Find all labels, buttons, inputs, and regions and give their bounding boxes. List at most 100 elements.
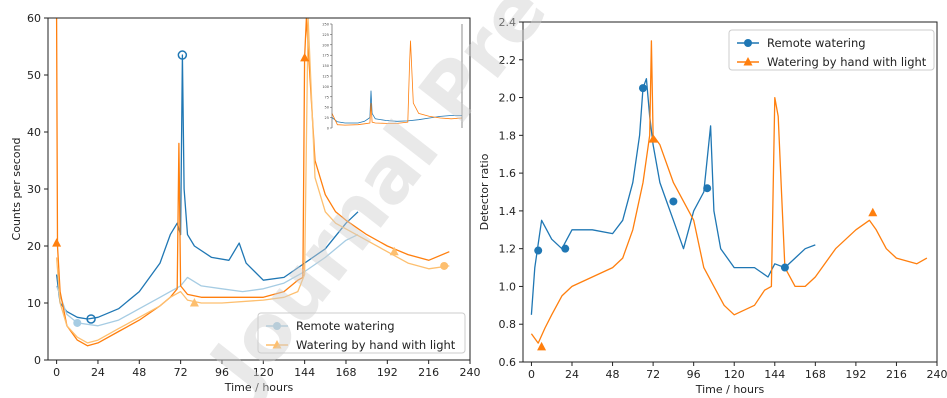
inset-y-tick-label: 250: [322, 23, 329, 27]
series-lines: [55, 18, 450, 347]
data-marker-7: [648, 134, 658, 143]
chart-counts-per-second: 0 24 48 72 96 120 144 168 192 216 240 0 10 20 30 40 50 60…: [10, 12, 481, 394]
legend-marker-1: [272, 340, 282, 349]
inset-series-line-1: [331, 40, 463, 126]
inset-y-tick-label: 225: [322, 33, 329, 37]
y-tick-label: 2.2: [499, 54, 517, 67]
data-marker-5: [780, 263, 789, 272]
y-tick-label: 1.4: [499, 205, 517, 218]
x-tick-label: 240: [927, 368, 947, 381]
x-tick-label: 240: [460, 366, 481, 379]
y-tick-label: 1.2: [499, 243, 517, 256]
x-tick-label: 24: [565, 368, 579, 381]
data-marker-2: [638, 84, 647, 93]
data-marker-1: [561, 244, 570, 253]
data-marker-3: [52, 238, 62, 247]
x-tick-label: 168: [335, 366, 356, 379]
x-tick-label: 0: [528, 368, 535, 381]
legend-marker-0: [744, 39, 752, 47]
data-marker-7: [440, 261, 449, 270]
data-marker-6: [389, 246, 399, 256]
x-tick-label: 48: [132, 366, 146, 379]
data-marker-0: [86, 314, 96, 324]
x-tick-label: 144: [764, 368, 785, 381]
y-tick-label: 0.8: [499, 318, 517, 331]
y-axis-label: Detector ratio: [478, 153, 491, 230]
legend-label-0: Remote watering: [767, 36, 866, 50]
data-marker-4: [703, 184, 712, 193]
series-markers: [52, 50, 449, 327]
inset-y-tick-label: 25: [325, 116, 329, 120]
x-tick-label: 216: [418, 366, 439, 379]
x-tick-label: 96: [215, 366, 229, 379]
series-lines: [530, 40, 928, 344]
series-line-0: [530, 78, 816, 315]
legend-label-0: Remote watering: [296, 319, 395, 333]
x-tick-label: 144: [294, 366, 315, 379]
x-tick-label: 120: [724, 368, 745, 381]
chart-detector-ratio: 0 24 48 72 96 120 144 168 192 216 240 0.6 0.8 1.0 1.2 1…: [478, 16, 947, 396]
x-tick-label: 120: [253, 366, 274, 379]
inset-background: [332, 24, 462, 128]
x-tick-label: 96: [687, 368, 701, 381]
series-line-1: [530, 40, 928, 344]
inset-y-tick-label: 75: [325, 95, 329, 99]
x-axis-label: Time / hours: [695, 383, 765, 396]
legend-label-1: Watering by hand with light: [296, 338, 456, 352]
data-marker-5: [189, 298, 199, 307]
data-marker-3: [669, 197, 678, 206]
x-tick-label: 168: [805, 368, 826, 381]
x-tick-label: 192: [377, 366, 398, 379]
data-marker-2: [73, 318, 82, 327]
inset-y-tick-label: 0: [327, 127, 329, 131]
legend: Remote watering Watering by hand with lig…: [728, 29, 935, 71]
x-tick-label: 0: [53, 366, 60, 379]
y-tick-label: 2.4: [499, 16, 517, 29]
inset-chart: 0 25 50 75 100 125 150 175 200 225 250: [322, 23, 463, 131]
y-tick-label: 0: [34, 354, 41, 367]
data-marker-1: [177, 50, 188, 60]
x-tick-label: 24: [91, 366, 105, 379]
inset-y-tick-label: 125: [322, 75, 329, 79]
y-tick-label: 10: [27, 297, 41, 310]
y-tick-label: 1.8: [499, 129, 517, 142]
legend: Remote watering Watering by hand with lig…: [257, 312, 466, 354]
legend-label-1: Watering by hand with light: [767, 55, 927, 69]
y-tick-label: 1.6: [499, 167, 517, 180]
x-tick-label: 216: [886, 368, 907, 381]
legend-box: [257, 312, 466, 354]
x-axis-label: Time / hours: [224, 381, 294, 394]
data-marker-6: [537, 341, 547, 351]
legend-marker-1: [743, 57, 753, 66]
y-tick-label: 60: [27, 12, 41, 25]
y-tick-label: 0.6: [499, 356, 517, 369]
data-marker-0: [534, 246, 543, 255]
x-tick-label: 48: [606, 368, 620, 381]
y-tick-label: 2.0: [499, 92, 517, 105]
inset-y-tick-label: 100: [322, 85, 329, 89]
series-line-3: [55, 18, 450, 344]
inset-y-tick-label: 175: [322, 54, 329, 58]
data-marker-8: [868, 207, 878, 217]
series-markers: [534, 84, 878, 351]
inset-series-line-0: [331, 90, 462, 124]
y-tick-label: 50: [27, 69, 41, 82]
inset-y-tick-label: 150: [322, 64, 329, 68]
series-line-0: [55, 54, 359, 320]
series-line-2: [55, 18, 450, 347]
y-tick-label: 30: [27, 183, 41, 196]
y-tick-label: 40: [27, 126, 41, 139]
x-tick-label: 72: [646, 368, 660, 381]
plot-frame: [522, 21, 938, 363]
y-axis-label: Counts per second: [10, 138, 23, 241]
legend-box: [728, 29, 935, 71]
legend-marker-0: [273, 322, 281, 330]
x-tick-label: 72: [174, 366, 188, 379]
inset-y-tick-label: 200: [322, 43, 329, 47]
inset-y-tick-label: 50: [325, 106, 329, 110]
x-tick-label: 192: [845, 368, 866, 381]
y-tick-label: 20: [27, 240, 41, 253]
data-marker-4: [300, 52, 310, 62]
y-tick-label: 1.0: [499, 280, 517, 293]
